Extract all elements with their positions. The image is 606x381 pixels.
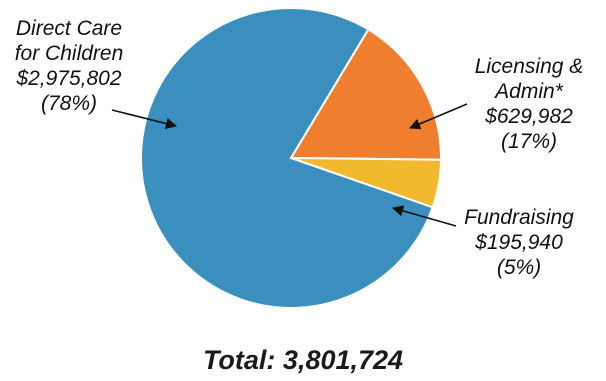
slice-percent: (5%) <box>496 256 542 279</box>
pie-slices <box>140 7 443 309</box>
arrow-direct-care <box>111 109 178 129</box>
slice-label-line: for Children <box>14 42 124 65</box>
slice-label-line: Direct Care <box>15 17 123 40</box>
slice-licensing-admin <box>289 28 442 161</box>
slice-label-direct-care: Direct Care for Children $2,975,802 (78%… <box>6 16 132 116</box>
slice-amount: $195,940 <box>475 231 563 254</box>
slice-label-line: Licensing & <box>474 55 584 78</box>
slice-direct-care <box>140 7 434 309</box>
chart-total: Total: 3,801,724 <box>202 345 404 375</box>
arrow-fundraising <box>391 205 457 227</box>
label-arrows <box>111 103 468 227</box>
slice-label-fundraising: Fundraising $195,940 (5%) <box>456 205 582 280</box>
slice-label-line: Admin* <box>495 80 563 103</box>
slice-percent: (78%) <box>40 92 98 115</box>
slice-amount: $2,975,802 <box>16 67 122 90</box>
slice-amount: $629,982 <box>485 105 573 128</box>
slice-label-licensing-admin: Licensing & Admin* $629,982 (17%) <box>466 54 592 154</box>
arrow-licensing-admin <box>408 103 468 130</box>
slice-label-line: Fundraising <box>464 206 574 229</box>
slice-percent: (17%) <box>500 130 558 153</box>
